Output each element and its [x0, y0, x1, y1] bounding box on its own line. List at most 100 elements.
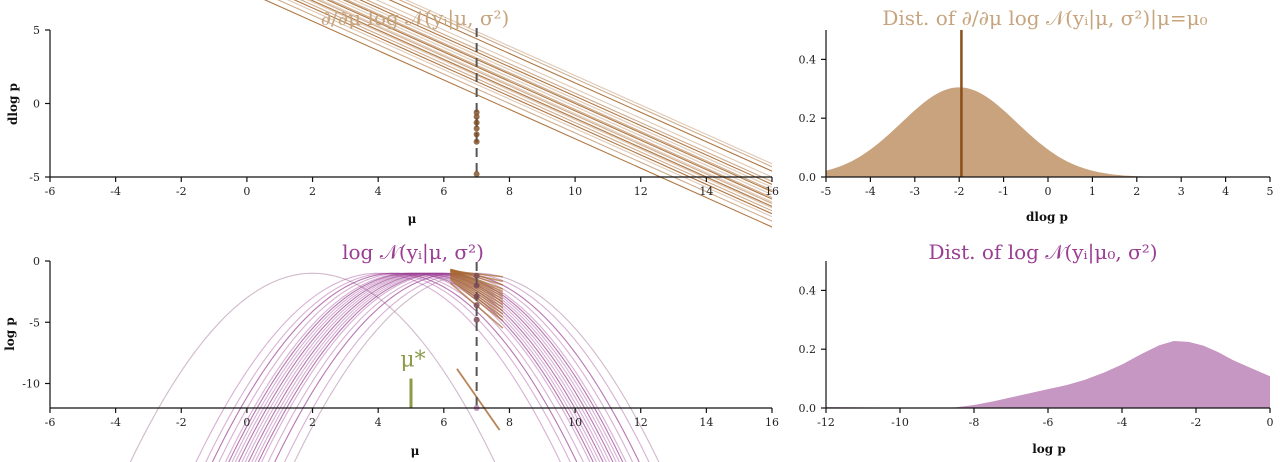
x-tick-label: 1 [1089, 185, 1096, 198]
gradient-line [286, 0, 772, 218]
x-tick-label: -4 [1117, 416, 1128, 429]
x-tick-label: -5 [821, 185, 832, 198]
gradient-point [473, 125, 480, 132]
loglik-xlabel: μ [411, 444, 420, 458]
y-tick-label: 0.2 [799, 112, 817, 125]
x-tick-label: 4 [1222, 185, 1229, 198]
loglik-point [473, 293, 480, 300]
y-tick-label: 0 [33, 98, 40, 111]
x-tick-label: -2 [1191, 416, 1202, 429]
x-tick-label: -10 [891, 416, 909, 429]
gradient-line [388, 0, 772, 172]
x-tick-label: -4 [110, 185, 121, 198]
loglik-point [473, 282, 480, 289]
x-tick-label: -2 [176, 185, 187, 198]
gradient-point [473, 113, 480, 120]
gradient-density-xlabel: dlog p [1026, 210, 1068, 224]
gradient-line [316, 0, 772, 205]
gradient-line [263, 0, 772, 228]
loglik-density-xlabel: log p [1032, 442, 1066, 456]
x-tick-label: -6 [45, 416, 56, 429]
x-tick-label: 6 [440, 185, 447, 198]
x-tick-label: 8 [506, 416, 513, 429]
x-tick-label: -6 [45, 185, 56, 198]
gradient-line [309, 0, 772, 208]
loglik-title: log 𝒩(yᵢ|μ, σ²) [342, 240, 484, 265]
gradient-xlabel: μ [408, 212, 417, 226]
gradient-ylabel: dlog p [6, 83, 20, 125]
y-tick-label: 0.4 [799, 284, 817, 297]
loglik-curve [257, 272, 624, 462]
gradient-point [473, 131, 480, 138]
gradient-title: ∂/∂μ log 𝒩(yᵢ|μ, σ²) [321, 6, 510, 31]
x-tick-label: 0 [1267, 416, 1274, 429]
x-tick-label: 14 [699, 185, 713, 198]
loglik-curve [195, 272, 561, 462]
gradient-line [277, 0, 772, 222]
gradient-line [300, 0, 772, 212]
gradient-line [336, 0, 772, 196]
gradient-point [473, 109, 480, 116]
x-tick-label: -2 [176, 416, 187, 429]
x-tick-label: 12 [634, 416, 648, 429]
gradient-line [319, 0, 772, 203]
gradient-line [345, 0, 772, 191]
x-tick-label: 14 [699, 416, 713, 429]
gradient-line [326, 0, 772, 200]
gradient-line [375, 0, 772, 178]
x-tick-label: 2 [309, 185, 316, 198]
gradient-point [473, 119, 480, 126]
gradient-axes: -6 -4 -2 0 2 4 6 8 10 12 14 16 -5 0 5 [29, 24, 779, 198]
x-tick-label: 0 [243, 416, 250, 429]
x-tick-label: -4 [110, 416, 121, 429]
gradient-line [398, 0, 772, 168]
y-tick-label: 0.2 [799, 343, 817, 356]
y-tick-label: -5 [29, 171, 40, 184]
x-tick-label: 16 [765, 185, 779, 198]
gradient-line [365, 0, 772, 183]
x-tick-label: 12 [634, 185, 648, 198]
x-tick-label: -4 [865, 185, 876, 198]
panel-gradient: -6 -4 -2 0 2 4 6 8 10 12 14 16 -5 0 5 ∂/∂μ log 𝒩(yᵢ|μ,… [6, 0, 779, 228]
x-tick-label: 4 [375, 416, 382, 429]
gradient-line [329, 0, 772, 199]
panel-loglik-distribution: -12 -10 -8 -6 -4 -2 0 0.0 0.2 0.4 Dist. of log 𝒩(… [799, 240, 1274, 456]
x-tick-label: 2 [309, 416, 316, 429]
x-tick-label: 6 [440, 416, 447, 429]
loglik-curve [211, 272, 578, 462]
loglik-ylabel: log p [3, 317, 17, 351]
loglik-parabolas [129, 272, 660, 462]
y-tick-label: 5 [33, 24, 40, 37]
loglik-points [473, 272, 480, 411]
gradient-points [473, 109, 480, 178]
gradient-density-area [826, 87, 1270, 177]
y-tick-label: -5 [29, 316, 40, 329]
gradient-point [473, 138, 480, 145]
x-tick-label: -6 [1043, 416, 1054, 429]
x-tick-label: 3 [1178, 185, 1185, 198]
gradient-lines [263, 0, 772, 228]
gradient-line [352, 0, 772, 188]
tangent-segment [449, 273, 504, 309]
loglik-density-title: Dist. of log 𝒩(yᵢ|μ₀, σ²) [928, 240, 1157, 265]
mu-star-label: μ* [400, 347, 425, 372]
gradient-point [473, 171, 480, 178]
y-tick-label: 0.0 [799, 171, 817, 184]
x-tick-label: 10 [568, 185, 582, 198]
panel-loglik: μ* -6 -4 -2 0 2 4 6 8 10 12 14 16 0 -5 -10 log 𝒩(yᵢ|μ,… [3, 240, 779, 462]
loglik-point [473, 272, 480, 279]
loglik-point [473, 316, 480, 323]
loglik-density-axes: -12 -10 -8 -6 -4 -2 0 0.0 0.2 0.4 [799, 261, 1274, 429]
gradient-line [306, 0, 772, 209]
x-tick-label: -1 [998, 185, 1009, 198]
y-tick-label: 0.0 [799, 402, 817, 415]
x-tick-label: 4 [375, 185, 382, 198]
x-tick-label: 8 [506, 185, 513, 198]
loglik-point [473, 302, 480, 309]
gradient-density-axes: -5 -4 -3 -2 -1 0 1 2 3 4 5 0.0 0.2 0.4 [799, 30, 1274, 198]
x-tick-label: -3 [909, 185, 920, 198]
gradient-line [342, 0, 772, 193]
loglik-axes: -6 -4 -2 0 2 4 6 8 10 12 14 16 0 -5 -10 [22, 255, 779, 429]
loglik-curve [261, 272, 627, 462]
